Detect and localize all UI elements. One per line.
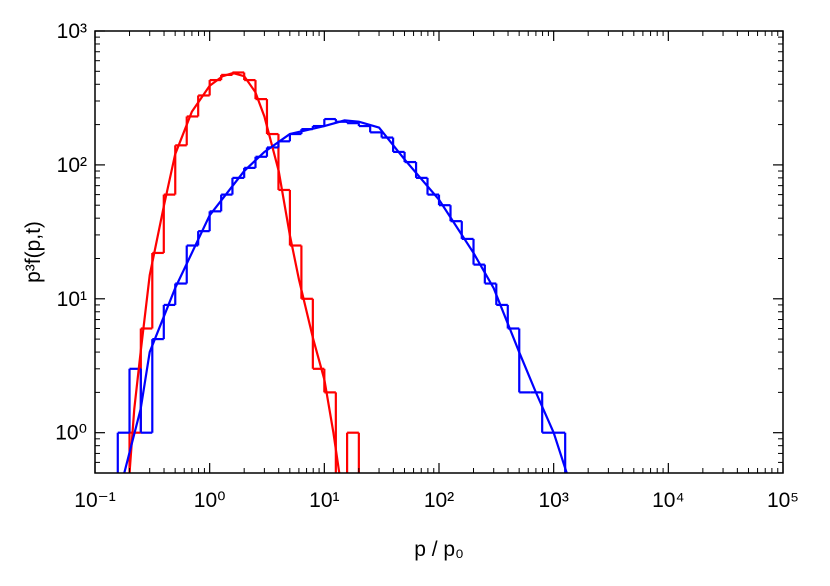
x-tick-label: 10⁻¹ (74, 489, 115, 512)
x-axis-label: p / p₀ (414, 538, 464, 561)
plot-area (116, 71, 568, 473)
fit-curve (123, 119, 568, 473)
x-tick-label: 10³ (538, 489, 568, 512)
y-tick-label: 10³ (57, 20, 87, 43)
x-tick-label: 10⁰ (194, 489, 226, 512)
y-axis-label: p³f(p,t) (22, 221, 45, 283)
y-tick-label: 10¹ (57, 288, 87, 311)
x-tick-label: 10¹ (309, 489, 339, 512)
x-tick-label: 10⁵ (767, 489, 799, 512)
fit-curve (128, 71, 341, 473)
y-tick-label: 10⁰ (55, 422, 87, 445)
y-tick-label: 10² (57, 154, 87, 177)
x-tick-label: 10⁴ (652, 489, 684, 512)
x-tick-label: 10² (424, 489, 454, 512)
